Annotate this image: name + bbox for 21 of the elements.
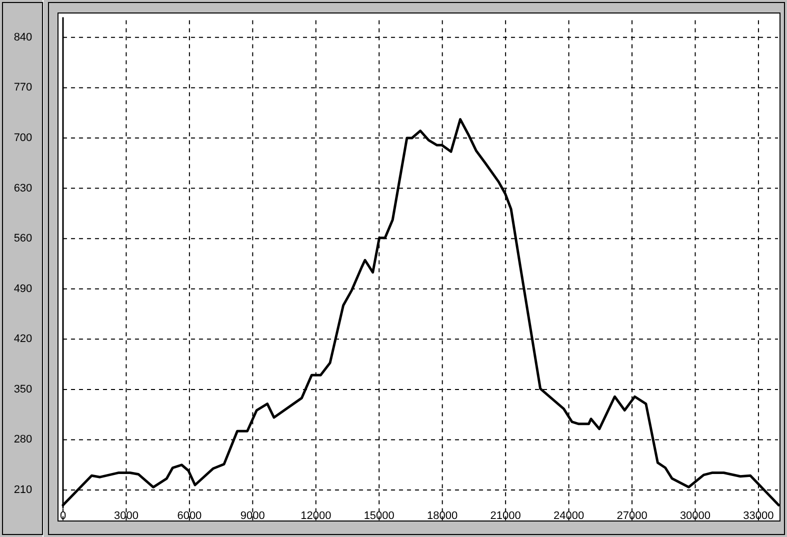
x-tick-label: 6000 bbox=[177, 510, 202, 522]
y-tick-label: 560 bbox=[14, 232, 32, 245]
y-tick-label: 420 bbox=[14, 333, 32, 346]
x-tick-label: 24000 bbox=[554, 510, 584, 522]
x-tick-label: 9000 bbox=[240, 510, 265, 522]
y-tick-label: 490 bbox=[14, 282, 32, 295]
y-tick-label: 840 bbox=[14, 31, 32, 44]
x-tick-label: 3000 bbox=[114, 510, 138, 522]
y-tick-label: 210 bbox=[14, 484, 32, 496]
x-tick-label: 18000 bbox=[427, 510, 458, 522]
x-tick-label: 30000 bbox=[680, 510, 711, 522]
y-tick-label: 700 bbox=[14, 132, 32, 144]
y-tick-label: 770 bbox=[14, 82, 32, 94]
x-tick-label: 12000 bbox=[300, 510, 332, 522]
y-tick-label: 630 bbox=[14, 182, 32, 194]
x-tick-label: 33000 bbox=[743, 510, 774, 522]
x-tick-label: 21000 bbox=[490, 510, 521, 522]
y-tick-label: 280 bbox=[14, 434, 32, 446]
x-tick-label: 15000 bbox=[364, 510, 394, 522]
x-tick-label: 27000 bbox=[616, 510, 648, 522]
y-tick-label: 350 bbox=[14, 383, 32, 396]
